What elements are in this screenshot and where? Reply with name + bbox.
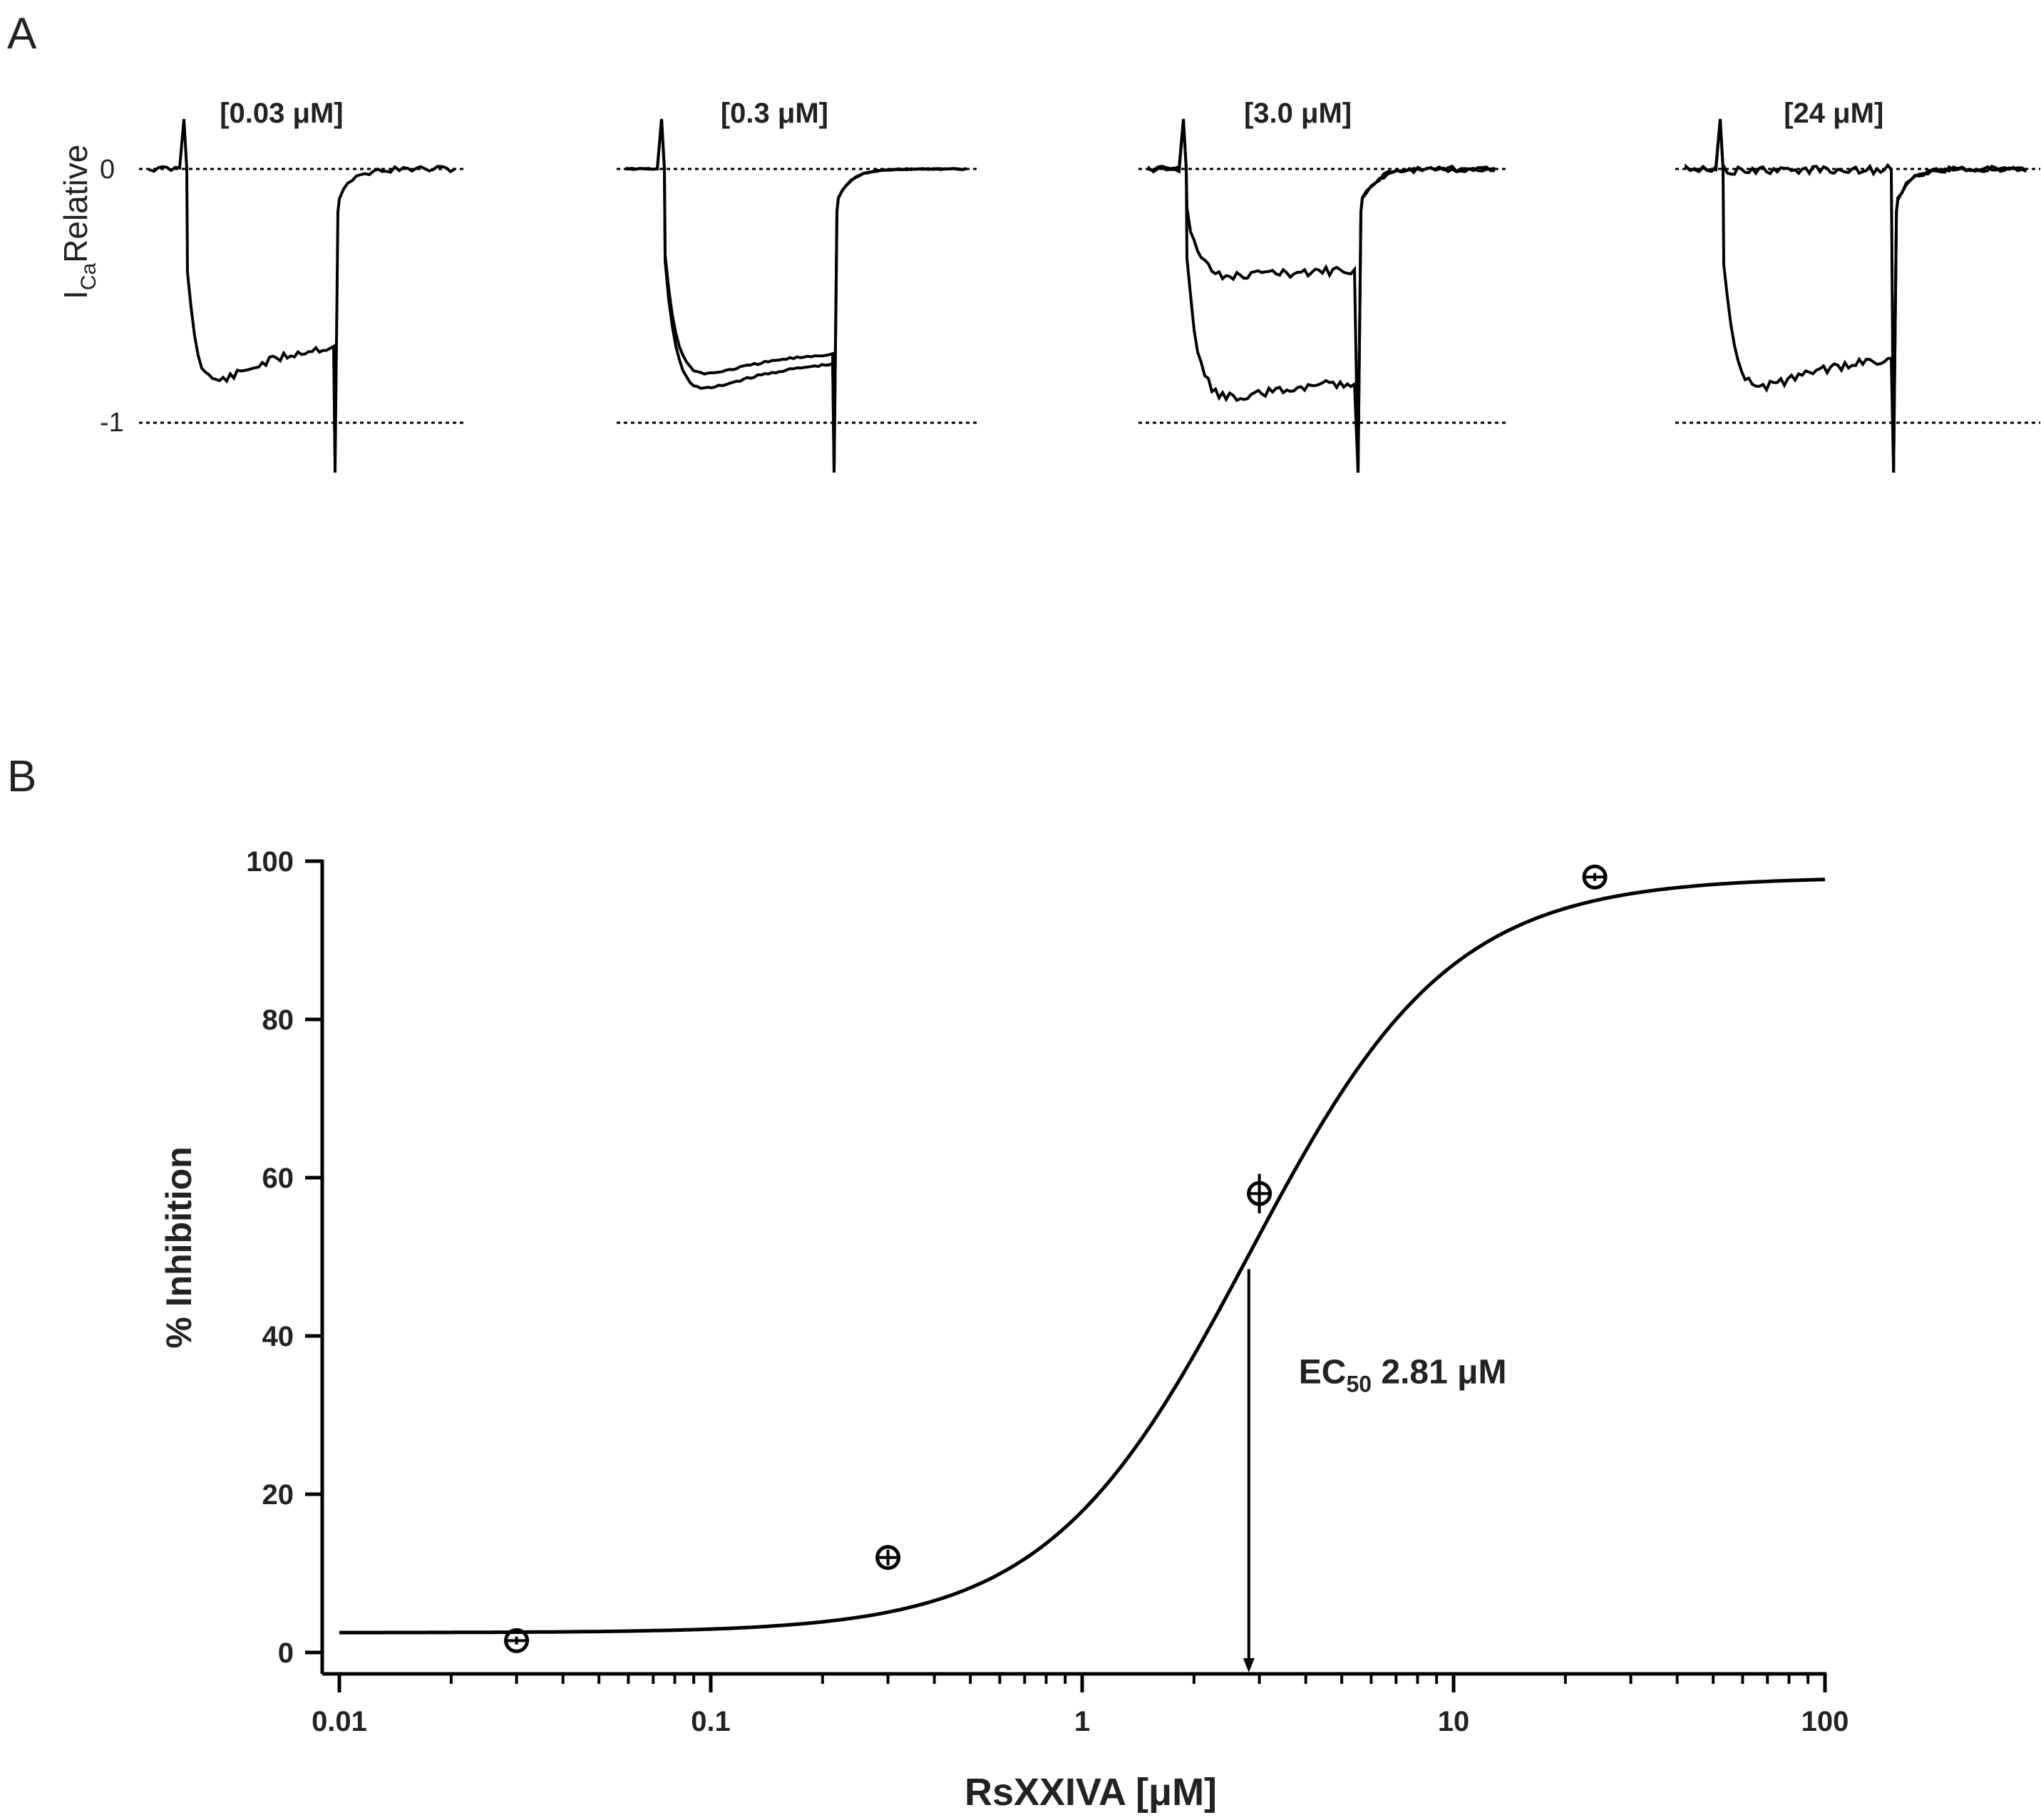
control-current-trace (626, 118, 967, 473)
control-current-trace (148, 118, 456, 473)
toxin-current-trace (1685, 118, 2027, 473)
x-tick-label: 100 (1801, 1706, 1849, 1737)
x-tick-label: 0.1 (691, 1706, 731, 1737)
trace-panel-3: [3.0 μM] (1138, 98, 1506, 473)
data-point (504, 1628, 530, 1653)
y-tick-label: 60 (262, 1163, 294, 1194)
trace-panel-1: [0.03 μM] (139, 98, 467, 473)
x-tick-label: 1 (1074, 1706, 1090, 1737)
toxin-current-trace (1148, 118, 1496, 473)
trace-panel-2: [0.3 μM] (617, 98, 980, 473)
panel-a-traces: ICaRelative 0 -1 [0.03 μM] [0.3 μM] [3.0 μ… (57, 98, 2040, 473)
data-point (1582, 864, 1608, 890)
ec50-annotation: EC50 2.81 μM (1299, 1354, 1507, 1397)
trace-concentration-label: [0.3 μM] (721, 98, 828, 129)
data-point-marker (504, 1628, 530, 1653)
data-point-marker (1582, 864, 1608, 890)
ec50-arrow-head (1243, 1658, 1255, 1672)
y-tick-label: 40 (262, 1321, 294, 1352)
data-point (875, 1545, 901, 1570)
y-tick-label: 0 (278, 1638, 294, 1669)
panel-a-ytick-minus-one: -1 (100, 408, 124, 438)
trace-concentration-label: [0.03 μM] (220, 98, 343, 129)
x-tick-label: 10 (1438, 1706, 1470, 1737)
y-tick-label: 100 (246, 846, 294, 878)
fit-curve (339, 878, 1826, 1635)
toxin-current-trace (626, 118, 967, 473)
trace-concentration-label: [3.0 μM] (1244, 98, 1352, 129)
panel-a-label: A (7, 9, 37, 58)
x-axis-title: RsXXIVA [μM] (965, 1771, 1217, 1814)
y-tick-label: 80 (262, 1004, 294, 1036)
y-tick-label: 20 (262, 1479, 294, 1511)
y-axis-title: % Inhibition (159, 1146, 199, 1348)
panel-a-ytick-zero: 0 (100, 155, 115, 185)
trace-panel-4: [24 μM] (1675, 98, 2040, 473)
x-tick-label: 0.01 (312, 1706, 367, 1737)
panel-b-label: B (7, 752, 36, 801)
panel-a-ylabel: ICaRelative (57, 145, 101, 299)
data-point-marker (875, 1545, 901, 1570)
control-current-trace (1148, 118, 1496, 473)
data-point-marker (1247, 1181, 1273, 1206)
data-point (1247, 1173, 1273, 1213)
trace-concentration-label: [24 μM] (1784, 98, 1883, 129)
